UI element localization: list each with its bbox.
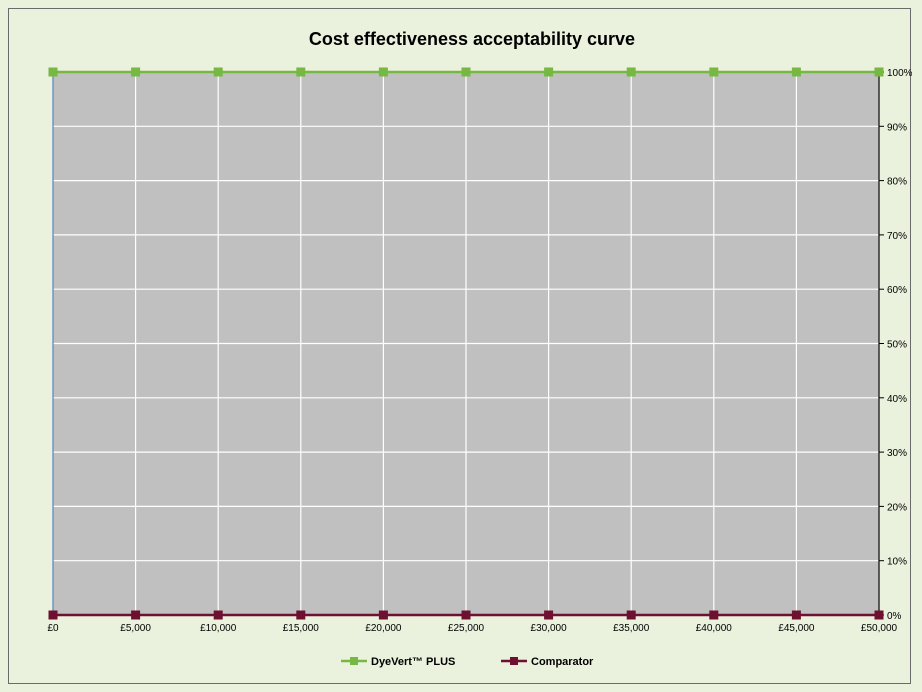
- x-tick-label: £35,000: [613, 623, 650, 634]
- legend: DyeVert™ PLUS Comparator: [341, 656, 594, 668]
- y-tick-label: 20%: [887, 502, 907, 513]
- series-2-point: [544, 610, 554, 620]
- y-tick-label: 70%: [887, 231, 907, 242]
- legend-label-1: DyeVert™ PLUS: [371, 656, 455, 668]
- y-tick-label: 80%: [887, 177, 907, 188]
- x-tick-label: £50,000: [861, 623, 898, 634]
- y-tick-label: 60%: [887, 285, 907, 296]
- x-tick-label: £15,000: [283, 623, 320, 634]
- cost-effectiveness-chart: Cost effectiveness acceptability curve 0…: [47, 29, 912, 668]
- legend-label-2: Comparator: [531, 656, 594, 668]
- x-tick-label: £20,000: [365, 623, 402, 634]
- y-tick-label: 30%: [887, 448, 907, 459]
- series-1-point: [791, 67, 801, 77]
- chart-title: Cost effectiveness acceptability curve: [309, 29, 635, 49]
- axes: 0% 10% 20% 30% 40% 50% 60% 70% 80% 90% 100% £0 £5,00…: [47, 68, 912, 634]
- y-tick-label: 90%: [887, 122, 907, 133]
- x-tick-label: £45,000: [778, 623, 815, 634]
- series-2-point: [131, 610, 141, 620]
- legend-marker-2: [510, 657, 518, 665]
- series-1-point: [378, 67, 388, 77]
- y-tick-label: 0%: [887, 611, 902, 622]
- y-tick-label: 50%: [887, 340, 907, 351]
- series-2-point: [213, 610, 223, 620]
- series-2-point: [296, 610, 306, 620]
- series-1-point: [544, 67, 554, 77]
- series-2-point: [626, 610, 636, 620]
- x-tick-label: £10,000: [200, 623, 237, 634]
- series-1-point: [874, 67, 884, 77]
- series-1-point: [709, 67, 719, 77]
- legend-marker-1: [350, 657, 358, 665]
- series-2-point: [461, 610, 471, 620]
- series-2-point: [378, 610, 388, 620]
- series-2-point: [791, 610, 801, 620]
- series-2-point: [874, 610, 884, 620]
- series-1-point: [131, 67, 141, 77]
- series-1-point: [48, 67, 58, 77]
- series-2-point: [48, 610, 58, 620]
- x-tick-label: £30,000: [531, 623, 568, 634]
- chart-container: Cost effectiveness acceptability curve 0…: [8, 8, 912, 684]
- series-1-point: [296, 67, 306, 77]
- series-lines: [48, 67, 884, 620]
- y-tick-label: 40%: [887, 394, 907, 405]
- x-tick-label: £40,000: [696, 623, 733, 634]
- series-2-point: [709, 610, 719, 620]
- y-tick-label: 100%: [887, 68, 912, 79]
- x-tick-label: £25,000: [448, 623, 485, 634]
- series-1-point: [626, 67, 636, 77]
- x-tick-label: £5,000: [120, 623, 151, 634]
- series-1-point: [213, 67, 223, 77]
- y-tick-label: 10%: [887, 557, 907, 568]
- x-tick-label: £0: [47, 623, 59, 634]
- series-1-point: [461, 67, 471, 77]
